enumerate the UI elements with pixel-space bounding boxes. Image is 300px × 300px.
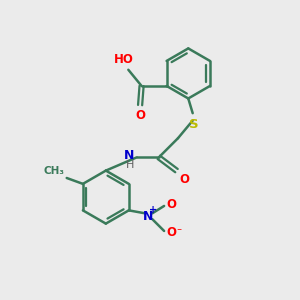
Text: S: S [189, 118, 199, 131]
Text: ⁻: ⁻ [176, 227, 181, 237]
Text: H: H [126, 160, 134, 170]
Text: +: + [149, 206, 157, 215]
Text: N: N [124, 148, 134, 161]
Text: O: O [167, 198, 176, 211]
Text: O: O [135, 109, 145, 122]
Text: CH₃: CH₃ [43, 166, 64, 176]
Text: HO: HO [114, 53, 134, 66]
Text: O: O [179, 173, 189, 186]
Text: N: N [143, 210, 153, 223]
Text: O: O [167, 226, 176, 239]
